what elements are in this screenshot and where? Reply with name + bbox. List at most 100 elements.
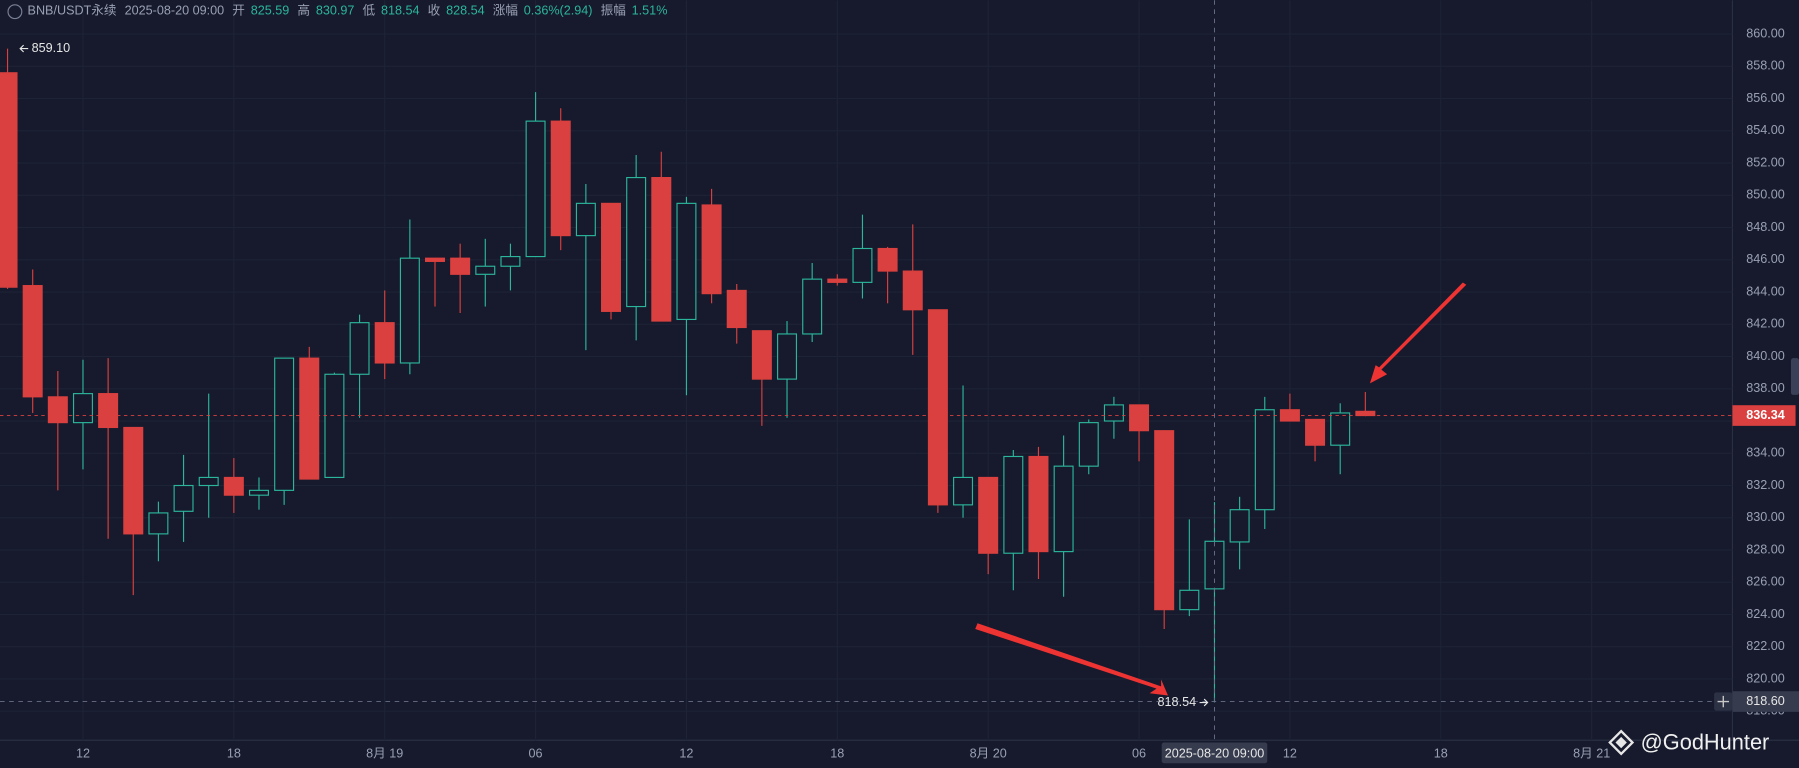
x-tick-label: 06 <box>529 746 543 760</box>
candle-body <box>1330 412 1351 446</box>
candle-body <box>148 512 169 535</box>
candle-body <box>626 176 647 308</box>
candle-body <box>1179 589 1200 611</box>
x-tick-label: 18 <box>1434 746 1448 760</box>
candle-body <box>47 396 68 424</box>
x-tick-label: 8月 19 <box>366 746 403 760</box>
y-tick-label: 826.00 <box>1746 575 1785 589</box>
y-tick-label: 848.00 <box>1746 220 1785 234</box>
crosshair-y-box <box>1732 691 1799 712</box>
candle-body <box>123 426 144 535</box>
candle-body <box>777 333 798 380</box>
y-tick-label: 850.00 <box>1746 188 1785 202</box>
candle-body <box>1229 509 1250 543</box>
candle-body <box>852 247 873 283</box>
y-tick-label: 842.00 <box>1746 317 1785 331</box>
max-label: 859.10 <box>32 41 71 55</box>
label: 收 <box>428 4 441 18</box>
candle-body <box>500 255 521 267</box>
last-price-box <box>1732 405 1796 426</box>
candle-body <box>299 357 320 480</box>
candle-body <box>450 257 471 275</box>
candle-body <box>198 476 219 487</box>
candle-body <box>953 476 974 506</box>
crosshair-x-label: 2025-08-20 09:00 <box>1165 746 1265 760</box>
candle-body <box>1305 418 1326 446</box>
candle-body <box>0 72 18 288</box>
candle-body <box>1028 455 1049 553</box>
y-tick-label: 828.00 <box>1746 542 1785 556</box>
candle-body <box>374 322 395 364</box>
candle-body <box>601 202 622 312</box>
y-tick-label: 854.00 <box>1746 123 1785 137</box>
candle-body <box>902 270 923 311</box>
candle-body <box>525 120 546 258</box>
watermark-text: @GodHunter <box>1641 729 1770 754</box>
watermark: @GodHunter <box>1608 729 1770 756</box>
y-tick-label: 860.00 <box>1746 26 1785 40</box>
label: 涨幅 <box>493 4 518 18</box>
candle-body <box>550 120 571 237</box>
candle-body <box>72 393 93 424</box>
label: 高 <box>297 3 310 18</box>
candle-body <box>248 489 269 496</box>
value: 1.51% <box>632 4 668 18</box>
annotation-arrow <box>975 623 1168 696</box>
candle-body <box>575 202 596 237</box>
candle-body <box>1078 422 1099 467</box>
candle-body <box>877 247 898 272</box>
side-tab[interactable] <box>1790 358 1799 395</box>
x-tick-label: 18 <box>830 746 844 760</box>
candle-body <box>274 357 295 491</box>
y-tick-label: 830.00 <box>1746 510 1785 524</box>
value: 0.36%(2.94) <box>524 4 593 18</box>
x-tick-label: 12 <box>76 746 90 760</box>
x-tick-label: 06 <box>1132 746 1146 760</box>
x-tick-label: 12 <box>1283 746 1297 760</box>
candle-body <box>424 257 446 262</box>
min-arrow <box>1199 698 1209 707</box>
y-tick-label: 838.00 <box>1746 381 1785 395</box>
candle-body <box>223 476 244 496</box>
candle-body <box>676 202 697 321</box>
y-tick-label: 822.00 <box>1746 639 1785 653</box>
value: 830.97 <box>316 4 355 18</box>
candle-body <box>701 204 722 295</box>
crosshair-y-label: 818.60 <box>1746 694 1785 708</box>
candle-body <box>1355 410 1376 417</box>
y-tick-label: 840.00 <box>1746 349 1785 363</box>
candle-body <box>1053 465 1074 553</box>
min-label: 818.54 <box>1158 695 1197 709</box>
y-tick-label: 834.00 <box>1746 446 1785 460</box>
candle-body <box>651 176 672 322</box>
x-tick-label: 8月 20 <box>970 746 1007 760</box>
x-tick-label: 18 <box>227 746 241 760</box>
candle-body <box>1154 430 1175 611</box>
value: 828.54 <box>446 4 485 18</box>
y-tick-label: 820.00 <box>1746 671 1785 685</box>
candle-body <box>22 285 43 398</box>
candle-body <box>399 257 420 364</box>
candle-body <box>324 373 345 479</box>
plus-icon <box>1717 695 1730 708</box>
label: 振幅 <box>601 4 626 18</box>
y-tick-label: 856.00 <box>1746 91 1785 105</box>
time: 2025-08-20 09:00 <box>125 4 225 18</box>
y-tick-label: 852.00 <box>1746 155 1785 169</box>
candle-body <box>751 330 772 380</box>
label: 低 <box>363 4 376 18</box>
candles <box>0 48 1376 703</box>
label: 开 <box>232 4 245 18</box>
candle-body <box>827 278 848 283</box>
value: 818.54 <box>381 4 420 18</box>
candle-body <box>1254 409 1275 511</box>
candle-body <box>802 278 823 335</box>
candle-body <box>726 289 747 329</box>
candle-body <box>1129 404 1150 432</box>
candle-body <box>1103 404 1124 422</box>
y-tick-label: 824.00 <box>1746 607 1785 621</box>
candle-body <box>927 309 948 506</box>
symbol-icon[interactable] <box>7 4 23 20</box>
